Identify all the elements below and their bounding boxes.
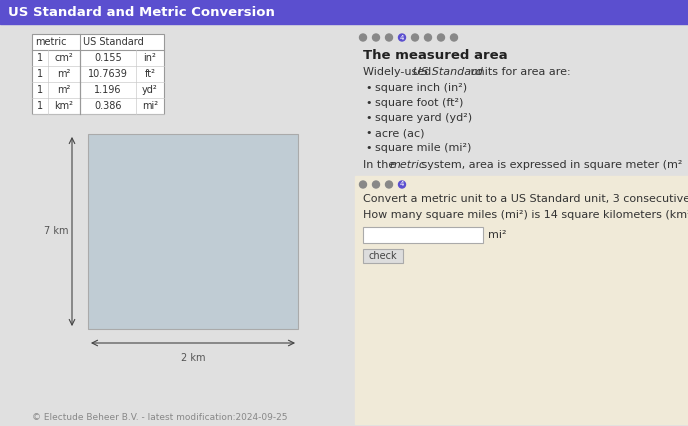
Circle shape: [372, 181, 380, 188]
Text: metric: metric: [35, 37, 67, 47]
Bar: [363, 249, 403, 263]
Text: In the: In the: [363, 160, 399, 170]
Text: cm²: cm²: [54, 53, 74, 63]
Circle shape: [438, 34, 444, 41]
Text: Widely-used: Widely-used: [363, 67, 435, 77]
Text: 1: 1: [37, 69, 43, 79]
Bar: [363, 227, 483, 243]
Text: 7 km: 7 km: [43, 227, 68, 236]
Text: units for area are:: units for area are:: [467, 67, 570, 77]
Text: acre (ac): acre (ac): [375, 128, 424, 138]
Circle shape: [424, 34, 431, 41]
Text: system, area is expressed in square meter (m²: system, area is expressed in square mete…: [418, 160, 682, 170]
Text: •: •: [365, 143, 372, 153]
Text: square foot (ft²): square foot (ft²): [375, 98, 464, 108]
Text: ft²: ft²: [144, 69, 155, 79]
Bar: [88, 134, 298, 329]
Text: 10.7639: 10.7639: [88, 69, 128, 79]
Text: 1: 1: [37, 101, 43, 111]
Circle shape: [385, 181, 392, 188]
Bar: [0, 24, 355, 426]
Text: km²: km²: [54, 101, 74, 111]
Text: 2 km: 2 km: [181, 353, 205, 363]
Circle shape: [360, 181, 367, 188]
Circle shape: [398, 181, 405, 188]
Text: mi²: mi²: [142, 101, 158, 111]
Circle shape: [398, 34, 405, 41]
Text: m²: m²: [57, 69, 71, 79]
Circle shape: [451, 34, 458, 41]
Text: square inch (in²): square inch (in²): [375, 83, 467, 93]
Text: The measured area: The measured area: [363, 49, 508, 62]
Text: •: •: [365, 98, 372, 108]
Text: square yard (yd²): square yard (yd²): [375, 113, 472, 123]
Bar: [0, 0, 688, 24]
Text: •: •: [365, 113, 372, 123]
Circle shape: [372, 34, 380, 41]
Circle shape: [411, 34, 418, 41]
Bar: [355, 24, 688, 426]
Text: metric: metric: [390, 160, 426, 170]
Text: 4: 4: [400, 35, 404, 40]
Text: yd²: yd²: [142, 85, 158, 95]
Text: 0.155: 0.155: [94, 53, 122, 63]
Text: US Standard: US Standard: [83, 37, 144, 47]
Text: US Standard and Metric Conversion: US Standard and Metric Conversion: [8, 6, 275, 18]
Text: square mile (mi²): square mile (mi²): [375, 143, 471, 153]
Text: © Electude Beheer B.V. - latest modification:2024-09-25: © Electude Beheer B.V. - latest modifica…: [32, 414, 288, 423]
Text: m²: m²: [57, 85, 71, 95]
Bar: [32, 34, 164, 114]
Text: •: •: [365, 83, 372, 93]
Text: US Standard: US Standard: [413, 67, 483, 77]
Text: 1.196: 1.196: [94, 85, 122, 95]
Circle shape: [385, 34, 392, 41]
Text: Convert a metric unit to a US Standard unit, 3 consecutive tim: Convert a metric unit to a US Standard u…: [363, 194, 688, 204]
Text: 0.386: 0.386: [94, 101, 122, 111]
Text: •: •: [365, 128, 372, 138]
Text: How many square miles (mi²) is 14 square kilometers (km²)?: How many square miles (mi²) is 14 square…: [363, 210, 688, 220]
Circle shape: [360, 34, 367, 41]
Text: 4: 4: [400, 181, 404, 187]
Bar: [355, 176, 688, 424]
Text: 1: 1: [37, 53, 43, 63]
Text: check: check: [369, 251, 397, 261]
Text: 1: 1: [37, 85, 43, 95]
Text: mi²: mi²: [488, 230, 506, 240]
Text: in²: in²: [144, 53, 156, 63]
